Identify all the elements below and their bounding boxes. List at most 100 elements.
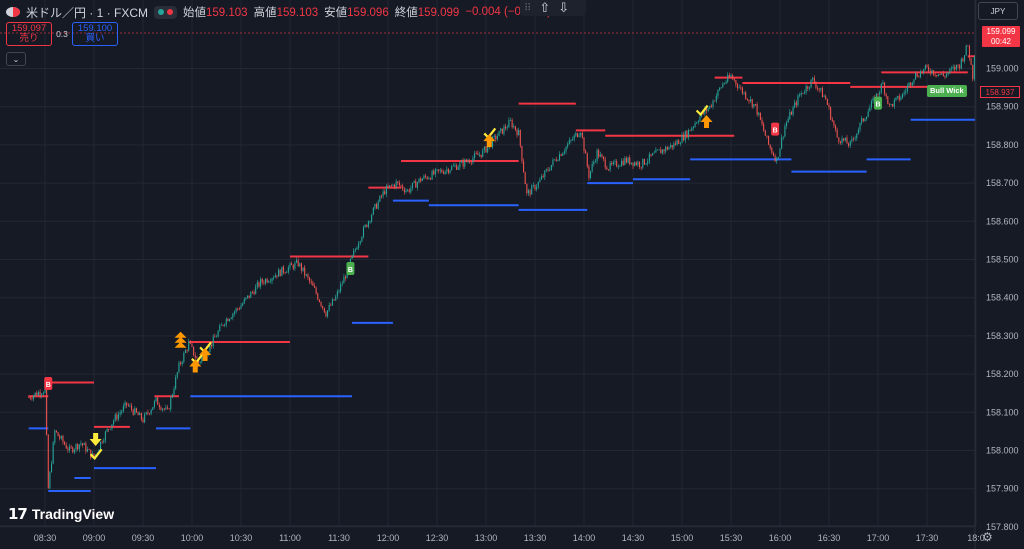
candle-body (137, 412, 139, 416)
candle-body (183, 352, 185, 362)
candle-body (281, 266, 283, 276)
candle-body (589, 171, 592, 179)
candle-body (526, 184, 528, 194)
candle-body (916, 73, 918, 77)
candle-body (645, 163, 647, 165)
candle-body (666, 146, 668, 150)
candle-body (315, 287, 317, 294)
market-status[interactable] (154, 5, 177, 19)
candle-body (549, 170, 551, 171)
candle-body (624, 157, 626, 165)
candle-body (260, 279, 262, 287)
double-arrow-up-icon (174, 331, 187, 348)
candle-body (887, 96, 889, 104)
bull-wick-label: Bull Wick (927, 85, 967, 97)
tradingview-logo[interactable]: 𝟭𝟳 TradingView (8, 506, 115, 523)
candle-body (407, 189, 409, 191)
candle-body (356, 248, 358, 250)
buy-button[interactable]: 159.100 買い (72, 22, 118, 46)
candle-body (634, 162, 636, 166)
candle-body (505, 126, 507, 129)
candle-body (523, 161, 525, 173)
candle-body (758, 112, 760, 115)
candle-body (129, 405, 131, 407)
candle-body (656, 149, 659, 151)
candle-body (818, 88, 820, 90)
spread-value: 0.3 (56, 29, 68, 39)
price-axis: 159.000 158.900 158.800 158.700 158.600 158.5… (986, 64, 1019, 532)
candle-body (459, 162, 461, 168)
candle-body (52, 442, 54, 464)
candle-body (503, 126, 505, 134)
candle-body (789, 111, 791, 119)
candle-body (349, 258, 351, 265)
candle-body (142, 419, 144, 423)
candle-body (457, 167, 459, 170)
candle-body (122, 406, 124, 412)
candle-body (160, 407, 162, 410)
candle-body (269, 281, 271, 283)
candle-body (344, 276, 347, 279)
candle-body (866, 117, 868, 120)
candle-body (99, 441, 102, 450)
candle-body (256, 282, 258, 287)
candle-body (648, 154, 650, 162)
candle-body (585, 151, 587, 154)
candle-body (694, 123, 696, 127)
candle-body (919, 71, 922, 78)
candle-body (310, 281, 312, 283)
collapse-legend-button[interactable]: ⌄ (6, 52, 26, 66)
candle-body (578, 135, 580, 138)
gear-icon[interactable]: ⚙ (982, 530, 993, 544)
arrow-up-icon (700, 114, 713, 128)
candle-body (676, 140, 678, 145)
price-tick-label: 158.800 (986, 140, 1019, 150)
candle-body (607, 169, 610, 171)
candle-body (954, 66, 956, 70)
bear-signal-badge: B (44, 377, 53, 391)
candle-body (911, 82, 913, 86)
candle-body (86, 449, 89, 452)
candle-body (934, 74, 936, 76)
candle-body (908, 82, 910, 87)
candle-body (856, 133, 858, 139)
candle-body (467, 161, 469, 162)
candle-body (802, 93, 804, 94)
arrow-down-icon[interactable]: ⇩ (558, 0, 570, 15)
candle-body (379, 195, 381, 202)
candle-body (436, 169, 438, 171)
candle-body (518, 130, 520, 136)
candle-body (233, 311, 236, 314)
candle-body (126, 402, 128, 406)
arrow-up-icon[interactable]: ⇧ (539, 0, 551, 15)
candle-body (683, 134, 685, 141)
candle-body (614, 161, 616, 162)
candle-body (295, 260, 298, 263)
status-dot-icon (158, 9, 164, 15)
candle-body (60, 436, 62, 439)
svg-text:B: B (875, 102, 880, 109)
candle-body (817, 87, 819, 89)
candle-body (898, 95, 900, 100)
candle-body (330, 305, 332, 306)
currency-button[interactable]: JPY (978, 2, 1018, 20)
price-tick-label: 158.600 (986, 216, 1019, 226)
candle-body (834, 125, 837, 130)
candle-body (139, 413, 141, 416)
candle-body (78, 444, 80, 450)
candle-body (763, 124, 765, 131)
candle-body (31, 398, 33, 400)
time-tick-label: 14:00 (573, 533, 596, 543)
candle-body (913, 79, 915, 83)
candle-body (291, 263, 293, 265)
candle-body (376, 203, 378, 209)
candle-body (271, 278, 273, 282)
candle-body (586, 153, 588, 167)
drag-handle-icon[interactable]: ⠿ (524, 2, 532, 14)
sell-button[interactable]: 159.097 売り (6, 22, 52, 46)
candle-body (800, 93, 802, 95)
symbol-title[interactable]: 米ドル／円 · 1 · FXCM (26, 5, 148, 20)
candle-body (380, 195, 383, 197)
candle-body (382, 191, 384, 197)
